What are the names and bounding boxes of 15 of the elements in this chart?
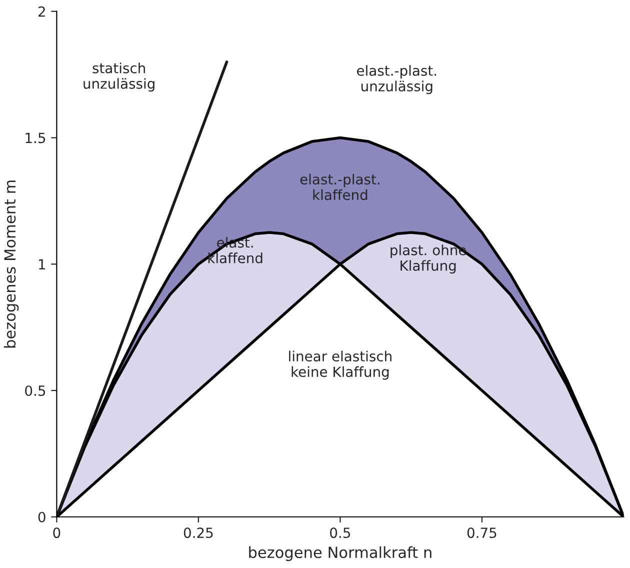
- y-tick-label: 0: [38, 512, 46, 522]
- x-tick-label: 0.25: [184, 528, 213, 538]
- x-axis-title: bezogene Normalkraft n: [249, 546, 432, 562]
- y-tick-label: 1: [38, 259, 45, 270]
- x-tick-label: 0: [53, 528, 60, 538]
- y-axis-title: bezogenes Moment m: [4, 180, 19, 348]
- annotation: elast.-plast. klaffend: [300, 174, 380, 200]
- y-tick-label: 2: [38, 6, 45, 17]
- annotation: statisch unzulässig: [84, 62, 154, 92]
- x-tick-label: 0.5: [330, 528, 350, 538]
- annotation: elast.-plast. unzulässig: [357, 65, 436, 94]
- y-tick-label: 0.5: [25, 385, 46, 396]
- y-tick-label: 1.5: [26, 132, 46, 144]
- x-tick-label: 0.75: [467, 528, 496, 538]
- annotation: linear elastisch keine Klaffung: [289, 350, 392, 380]
